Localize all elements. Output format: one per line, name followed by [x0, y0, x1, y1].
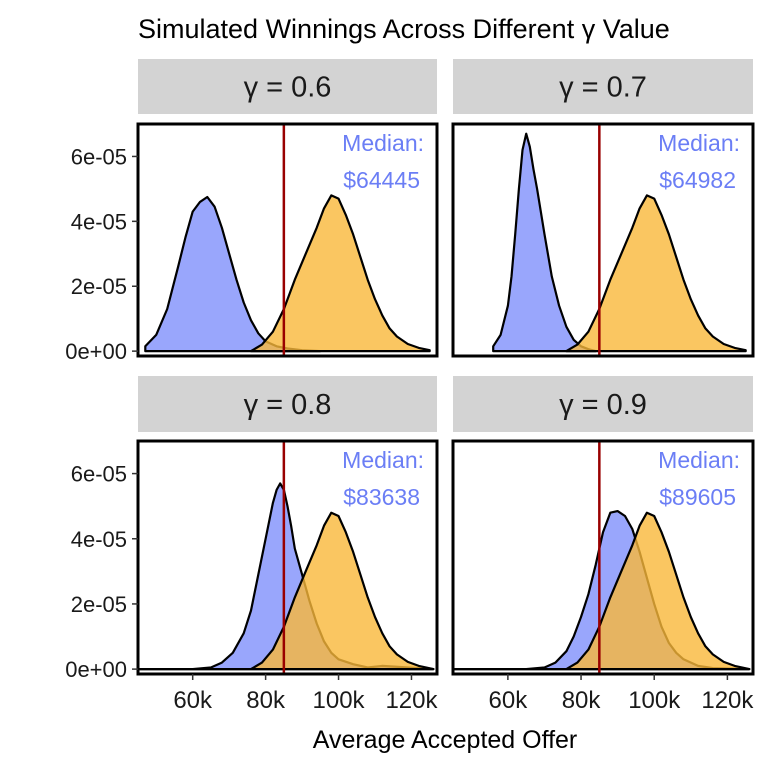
x-tick-label: 60k: [489, 687, 529, 714]
density-series-2: [565, 194, 747, 353]
panel-strip-label: γ = 0.7: [559, 72, 647, 104]
panel-strip-label: γ = 0.8: [244, 389, 332, 421]
y-tick-label: 2e-05: [71, 592, 127, 617]
panel-strip-label: γ = 0.6: [244, 72, 332, 104]
x-tick-label: 60k: [173, 687, 213, 714]
y-tick-label: 6e-05: [71, 462, 127, 487]
x-tick-label: 120k: [701, 687, 754, 714]
panel-3: γ = 0.8 Median: $83638: [136, 376, 439, 676]
median-value: $64982: [659, 167, 736, 193]
x-tick-label: 100k: [313, 687, 366, 714]
x-tick-label: 80k: [562, 687, 602, 714]
panel-strip: [453, 376, 753, 432]
chart-title: Simulated Winnings Across Different γ Va…: [138, 14, 670, 44]
median-value: $64445: [343, 167, 420, 193]
density-series-2: [136, 511, 435, 671]
y-tick-label: 0e+00: [65, 657, 127, 682]
median-label: Median:: [342, 130, 424, 156]
x-tick-label: 80k: [246, 687, 286, 714]
density-series-2: [249, 194, 431, 353]
y-tick-label: 4e-05: [71, 209, 127, 234]
median-label: Median:: [658, 447, 740, 473]
panel-border: [136, 122, 439, 358]
x-axis-label: Average Accepted Offer: [313, 726, 578, 754]
y-tick-label: 2e-05: [71, 274, 127, 299]
median-value: $89605: [659, 484, 736, 510]
panel-strip: [138, 376, 437, 432]
x-tick-label: 100k: [628, 687, 681, 714]
panel-border: [451, 439, 755, 676]
density-series-2: [451, 511, 751, 671]
median-label: Median:: [342, 447, 424, 473]
median-value: $83638: [343, 484, 420, 510]
panel-4: γ = 0.9 Median: $89605: [451, 376, 755, 676]
x-axis: 60k 80k 100k 120k 60k 80k 100k 120k: [173, 674, 754, 714]
y-axis: 0e+00 2e-05 4e-05 6e-05 0e+00 2e-05 4e-05 6e-05: [65, 144, 138, 682]
panels: γ = 0.6 Median: $64445 γ = 0.7 Median: $64982…: [136, 59, 755, 676]
panel-strip: [453, 59, 753, 114]
y-tick-label: 0e+00: [65, 339, 127, 364]
panel-border: [451, 122, 755, 358]
panel-strip-label: γ = 0.9: [559, 389, 647, 421]
panel-2: γ = 0.7 Median: $64982: [451, 59, 755, 358]
x-tick-label: 120k: [385, 687, 438, 714]
panel-1: γ = 0.6 Median: $64445: [136, 59, 439, 358]
median-label: Median:: [658, 130, 740, 156]
y-tick-label: 6e-05: [71, 144, 127, 169]
panel-border: [136, 439, 439, 676]
y-tick-label: 4e-05: [71, 527, 127, 552]
panel-strip: [138, 59, 437, 114]
